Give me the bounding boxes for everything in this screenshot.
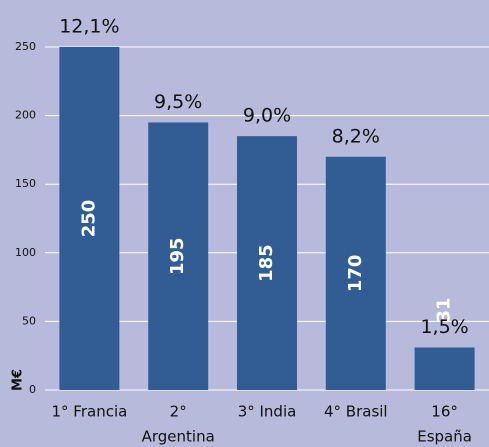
top-label: 9,5%: [154, 91, 202, 113]
value-label: 250: [78, 200, 99, 238]
y-axis-label: M€: [11, 369, 26, 391]
bar: [237, 136, 297, 390]
x-tick-label: España: [417, 428, 472, 446]
x-tick-label: 16°: [431, 403, 458, 421]
y-tick-label: 100: [15, 246, 36, 259]
x-tick-label: 4° Brasil: [324, 403, 388, 421]
x-tick-label: 1° Francia: [51, 403, 127, 421]
x-tick-label: 3° India: [238, 403, 297, 421]
y-tick-label: 150: [15, 177, 36, 190]
bar: [148, 122, 209, 391]
bar: [414, 347, 475, 390]
y-tick-label: 200: [15, 109, 36, 122]
x-tick-label: Argentina: [142, 428, 215, 446]
bar: [325, 156, 386, 390]
y-tick-label: 50: [22, 314, 36, 327]
y-tick-label: 250: [15, 40, 36, 53]
y-tick-label: 0: [29, 383, 36, 396]
value-label: 195: [167, 237, 188, 275]
top-label: 12,1%: [59, 16, 119, 38]
value-label: 170: [345, 255, 366, 293]
value-label: 185: [256, 244, 277, 282]
bar: [59, 47, 120, 390]
top-label: 1,5%: [420, 316, 468, 338]
top-label: 8,2%: [332, 125, 380, 147]
x-tick-label: 2°: [170, 403, 187, 421]
value-label: 31: [434, 297, 455, 322]
top-label: 9,0%: [243, 105, 291, 127]
